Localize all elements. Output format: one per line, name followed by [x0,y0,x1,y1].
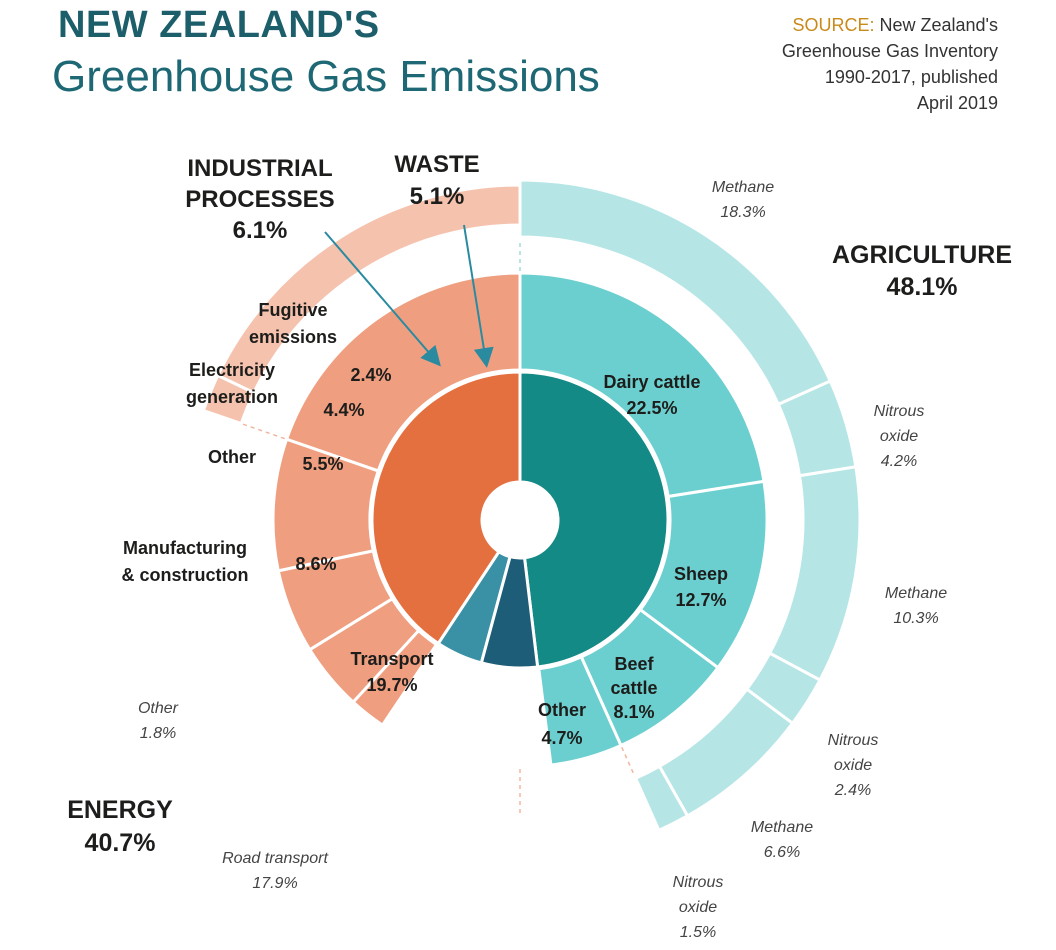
chart-connectors [242,224,636,813]
fugitive-name: Fugitive emissions [249,300,337,347]
energy-other-value: 5.5% [302,454,343,474]
energy-label: ENERGY 40.7% [67,796,173,857]
source-line-3: 1990-2017, published [824,67,998,87]
transport-label: Transport 19.7% [350,649,433,695]
agriculture-other-label: Other 4.7% [538,700,586,748]
road-transport-slice [215,183,522,395]
title-line2: Greenhouse Gas Emissions [52,52,600,101]
source-line-4: April 2019 [916,93,998,113]
energy-other-name: Other [208,447,256,467]
electricity-slice [307,596,421,705]
manufacturing-name: Manufacturing & construction [121,538,248,585]
sheep-label: Sheep 12.7% [674,564,728,610]
sheep-nitrous-oxide-label: Nitrous oxide 2.4% [828,732,879,799]
transport-other-label: Other 1.8% [138,700,179,742]
source-label: SOURCE: [792,15,875,35]
beef-nitrous-oxide-slice [633,764,690,833]
sheep-methane-slice [767,465,862,683]
agriculture-label: AGRICULTURE 48.1% [832,241,1012,301]
industrial-processes-slice [479,554,540,670]
industrial-arrow [324,231,441,367]
beef-nitrous-oxide-label: Nitrous oxide 1.5% [673,874,724,941]
industrial-label: INDUSTRIAL PROCESSES 6.1% [185,155,334,244]
waste-label: WASTE 5.1% [394,151,479,210]
road-transport-label: Road transport 17.9% [222,850,328,892]
fugitive-slice [351,628,439,728]
agriculture-other-slice [537,654,623,767]
source-line-1: New Zealand's [879,15,999,35]
waste-slice [436,549,512,665]
electricity-value: 4.4% [323,400,364,420]
energy-other-slice [276,549,395,652]
dairy-nitrous-oxide-label: Nitrous oxide 4.2% [874,403,925,470]
manufacturing-slice [271,437,381,573]
chart-arcs [201,178,862,833]
dairy-methane-label: Methane 18.3% [712,179,774,221]
fugitive-value: 2.4% [350,365,391,385]
source-line-2: Greenhouse Gas Inventory [781,41,998,61]
title-line1: NEW ZEALAND'S [58,4,380,46]
beef-cattle-label: Beef cattle 8.1% [610,654,657,722]
transport-slice [284,271,522,473]
chart-labels: AGRICULTURE 48.1% ENERGY 40.7% INDUSTRIAL PRO… [67,151,1012,941]
waste-arrow [463,224,494,368]
agriculture-inner-slice [518,370,670,669]
agriculture-other-leader [621,746,636,777]
dairy-cattle-slice [518,271,766,499]
beef-methane-label: Methane 6.6% [751,819,813,861]
transport-other-slice [201,373,256,426]
manufacturing-value: 8.6% [295,554,336,574]
dairy-cattle-label: Dairy cattle 22.5% [603,372,700,418]
source-note: SOURCE: New Zealand's Greenhouse Gas Inv… [678,12,998,116]
transport-leader [242,423,285,440]
electricity-name: Electricity generation [186,360,278,407]
sheep-methane-label: Methane 10.3% [885,585,947,627]
